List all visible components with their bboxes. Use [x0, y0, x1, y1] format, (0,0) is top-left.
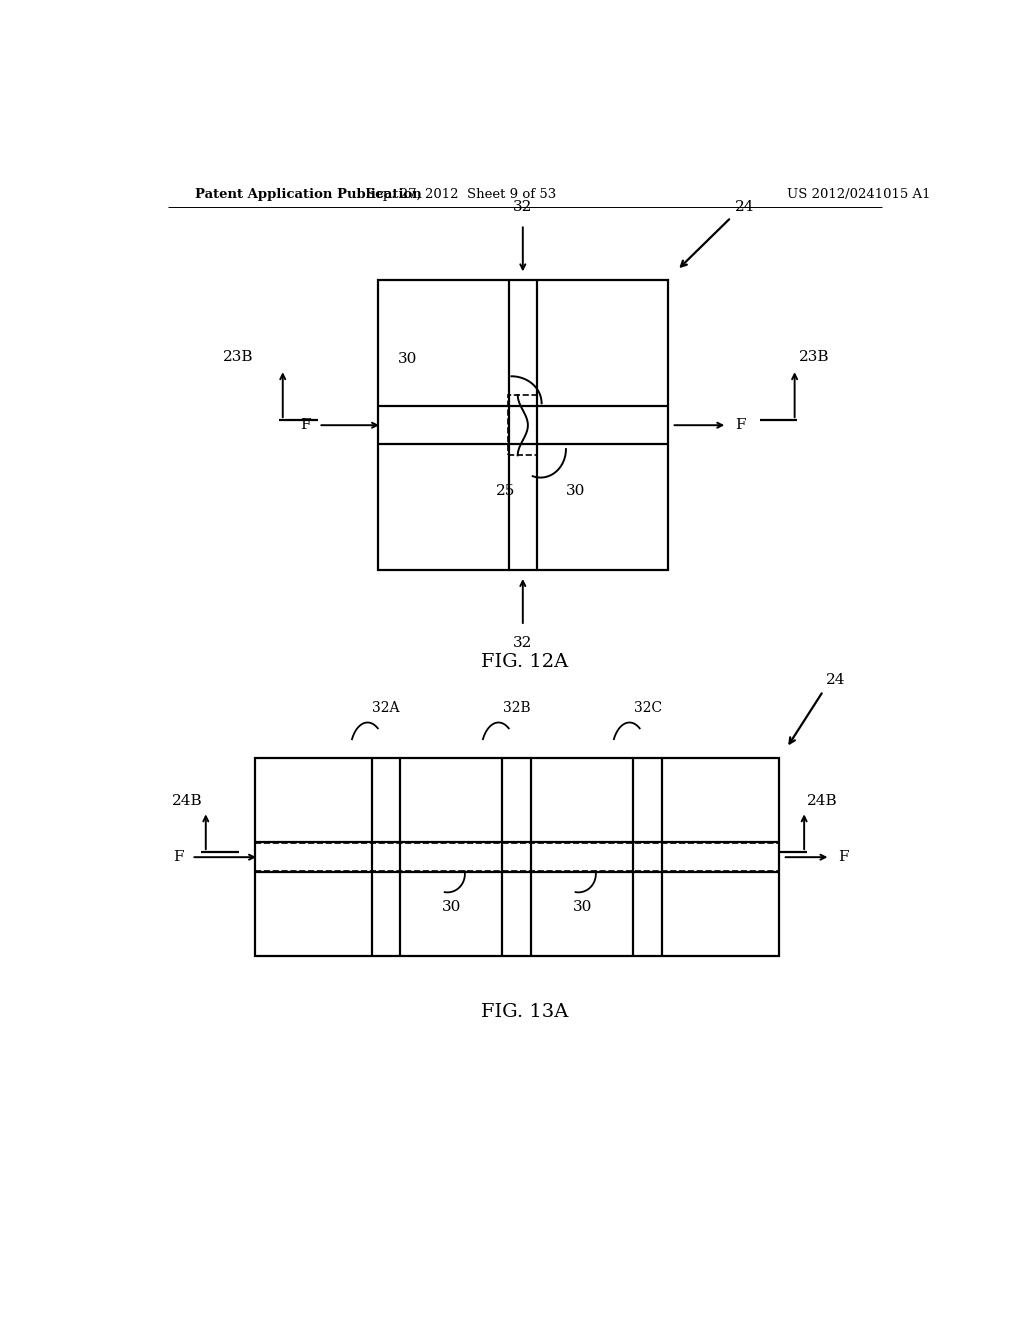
Text: 32B: 32B — [503, 701, 530, 715]
Text: 32: 32 — [513, 636, 532, 651]
Text: 24B: 24B — [172, 795, 203, 808]
Text: 24: 24 — [826, 673, 846, 686]
Text: Sep. 27, 2012  Sheet 9 of 53: Sep. 27, 2012 Sheet 9 of 53 — [367, 189, 556, 202]
Text: 32A: 32A — [372, 701, 399, 715]
Bar — [378, 280, 668, 570]
Text: Patent Application Publication: Patent Application Publication — [196, 189, 422, 202]
Text: 30: 30 — [566, 484, 586, 498]
Text: 32: 32 — [513, 201, 532, 214]
Text: F: F — [300, 418, 310, 432]
Text: FIG. 12A: FIG. 12A — [481, 652, 568, 671]
Text: F: F — [173, 850, 183, 865]
Bar — [508, 395, 538, 455]
Text: 24B: 24B — [807, 795, 838, 808]
Text: F: F — [839, 850, 849, 865]
Text: 32C: 32C — [634, 701, 662, 715]
Text: 30: 30 — [572, 900, 592, 913]
Text: US 2012/0241015 A1: US 2012/0241015 A1 — [786, 189, 930, 202]
Bar — [255, 758, 779, 956]
Text: 30: 30 — [397, 352, 417, 366]
Text: FIG. 13A: FIG. 13A — [481, 1003, 568, 1022]
Text: 23B: 23B — [223, 350, 254, 364]
Text: 30: 30 — [441, 900, 461, 913]
Text: 23B: 23B — [799, 350, 829, 364]
Text: 25: 25 — [496, 484, 515, 498]
Text: F: F — [735, 418, 745, 432]
Text: 24: 24 — [735, 201, 755, 214]
